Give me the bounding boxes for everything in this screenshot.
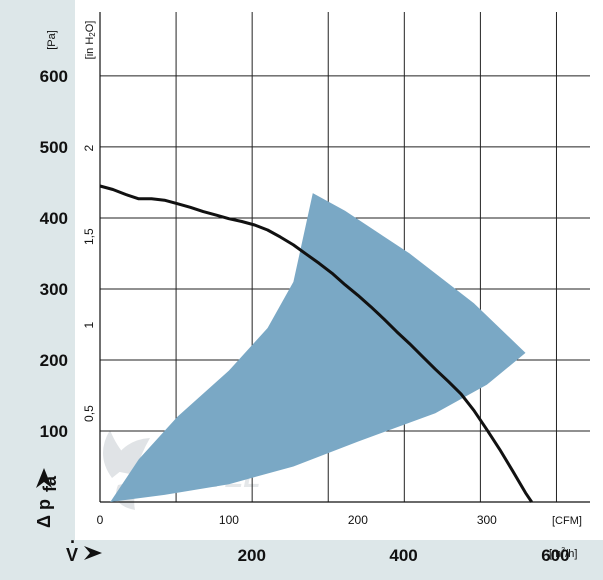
cfm-unit-label: [CFM] [552,515,582,527]
pa-tick-label: 600 [40,67,68,86]
x-axis-title: V · [66,532,102,565]
m3h-tick-label: 600 [541,546,569,565]
inh2o-tick-label: 1,5 [82,228,96,245]
tick-labels: 100 200 300 400 500 600 0,5 1 1,5 2 0 100 200 300 200 4… [40,67,570,565]
cfm-tick-label: 0 [97,513,104,527]
cfm-tick-label: 300 [477,513,497,527]
pa-tick-label: 100 [40,422,68,441]
pa-tick-label: 300 [40,280,68,299]
m3h-tick-label: 200 [238,546,266,565]
pa-unit-label: [Pa] [46,30,58,50]
cfm-tick-label: 200 [348,513,368,527]
operating-area-layer [110,193,526,502]
x-axis-symbol: V [66,545,78,565]
cfm-tick-label: 100 [219,513,239,527]
pa-tick-label: 200 [40,351,68,370]
x-axis-symbol-dot: · [70,532,76,552]
x-axis-panel [0,540,603,580]
m3h-unit-label: [m3/h] [549,547,577,560]
fan-curve-line [99,184,533,503]
operating-area [110,193,526,502]
inh2o-unit-label: [in H2O] [84,21,97,60]
inh2o-tick-label: 1 [82,321,96,328]
y-axis-title: Δ p fa [34,468,60,528]
x-axis-arrow [84,546,102,560]
y-axis-symbol: Δ p [34,499,54,528]
m3h-tick-label: 400 [389,546,417,565]
fan-curve-layer [99,184,533,503]
inh2o-tick-label: 0,5 [82,405,96,422]
y-axis-panel [0,0,75,580]
y-axis-arrow [36,468,52,488]
pa-tick-label: 400 [40,209,68,228]
inh2o-tick-label: 2 [82,145,96,152]
pa-tick-label: 500 [40,138,68,157]
